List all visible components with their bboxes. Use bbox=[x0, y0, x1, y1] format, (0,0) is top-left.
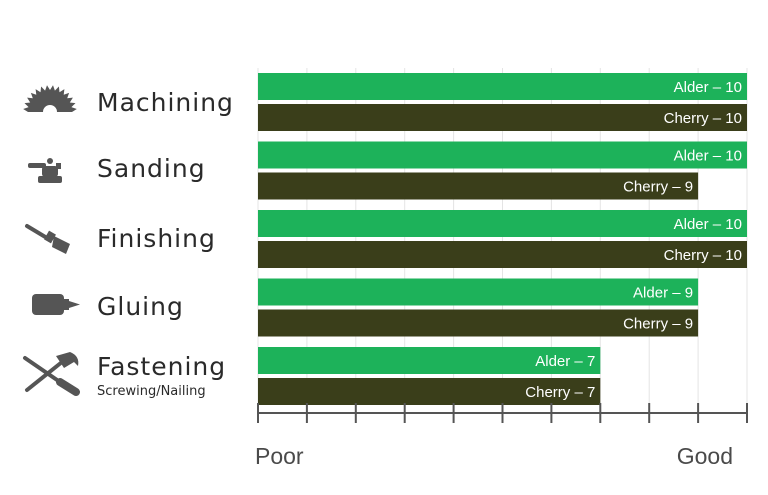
axis-label-poor: Poor bbox=[255, 443, 304, 469]
bar-data-label: Cherry – 9 bbox=[623, 179, 693, 196]
screwdriver-hammer-icon bbox=[23, 352, 80, 396]
bar-alder-gluing bbox=[258, 278, 699, 306]
category-icons bbox=[23, 85, 80, 396]
bar-data-label: Cherry – 9 bbox=[623, 316, 693, 333]
bar-data-label: Alder – 9 bbox=[633, 285, 693, 302]
bar-data-label: Alder – 7 bbox=[535, 353, 595, 370]
bar-data-label: Cherry – 7 bbox=[525, 384, 595, 401]
paint-brush-icon bbox=[25, 224, 70, 254]
category-label: Machining bbox=[97, 88, 234, 117]
category-subtitle: Screwing/Nailing bbox=[97, 384, 206, 399]
bar-cherry-gluing bbox=[258, 309, 699, 337]
category-label: Sanding bbox=[97, 154, 206, 183]
bar-cherry-finishing bbox=[258, 241, 747, 268]
category-label: Finishing bbox=[97, 224, 216, 253]
x-axis: Poor Good bbox=[255, 403, 748, 469]
bar-alder-sanding bbox=[258, 141, 747, 169]
saw-blade-icon bbox=[23, 85, 77, 112]
bar-data-label: Alder – 10 bbox=[674, 79, 742, 96]
bars: Alder – 10 Cherry – 10 Alder – 10 Cherry – … bbox=[258, 73, 747, 405]
bar-data-label: Cherry – 10 bbox=[664, 247, 742, 264]
bar-alder-fastening bbox=[258, 347, 601, 374]
bar-data-label: Alder – 10 bbox=[674, 148, 742, 165]
glue-bottle-icon bbox=[32, 294, 80, 315]
bar-alder-finishing bbox=[258, 210, 747, 237]
bar-data-label: Alder – 10 bbox=[674, 216, 742, 233]
bar-data-label: Cherry – 10 bbox=[664, 110, 742, 127]
bar-cherry-fastening bbox=[258, 378, 601, 405]
orbital-sander-icon bbox=[28, 158, 62, 183]
category-labels: Machining Sanding Finishing Gluing Fastening… bbox=[97, 88, 234, 399]
category-label: Gluing bbox=[97, 292, 184, 321]
bar-alder-machining bbox=[258, 73, 747, 100]
bar-cherry-sanding bbox=[258, 172, 699, 200]
axis-label-good: Good bbox=[677, 443, 733, 469]
category-label: Fastening bbox=[97, 352, 226, 381]
bar-cherry-machining bbox=[258, 104, 747, 131]
